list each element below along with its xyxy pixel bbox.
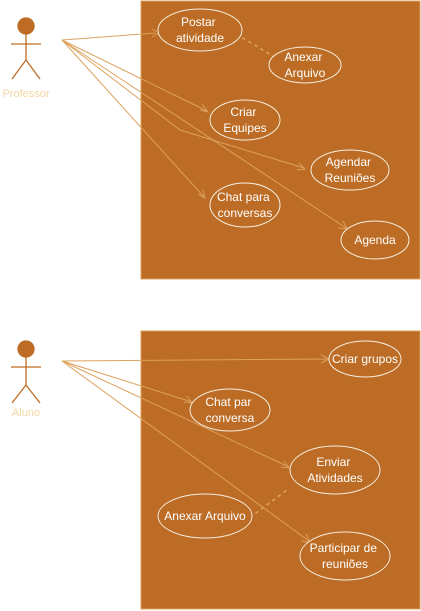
uc-enviar-atividades[interactable]: Enviar Atividades: [289, 445, 381, 495]
svg-text:Chat par conversa: Chat par conversa: [205, 395, 254, 425]
assoc-chat: [61, 39, 205, 198]
svg-text:Postar atividade: Postar atividade: [176, 15, 224, 45]
uc-chat-par-conversa[interactable]: Chat par conversa: [189, 388, 271, 432]
professor-actor[interactable]: [11, 17, 41, 80]
svg-text:Anexar Arquivo: Anexar Arquivo: [164, 509, 246, 523]
uc-anexar-arquivo-aluno[interactable]: Anexar Arquivo: [157, 493, 253, 539]
professor-actor-label: Professor: [2, 88, 49, 100]
svg-text:Anexar Arquivo: Anexar Arquivo: [284, 50, 325, 80]
svg-text:Criar grupos: Criar grupos: [332, 352, 398, 366]
assoc-postar: [61, 32, 157, 41]
uc-anexar-arquivo[interactable]: Anexar Arquivo: [268, 46, 342, 84]
uc-chat-para-conversas[interactable]: Chat para conversas: [209, 182, 281, 228]
uc-criar-equipes[interactable]: Criar Equipes: [209, 99, 281, 141]
aluno-diagram: Aluno Criar grupos Chat par conve: [11, 330, 421, 610]
svg-text:Participar de reuniões: Participar de reuniões: [310, 541, 381, 571]
professor-diagram: Professor Postar atividade: [2, 0, 421, 280]
aluno-include-dotted: [255, 489, 288, 514]
svg-text:Criar Equipes: Criar Equipes: [223, 105, 266, 135]
uc-agenda[interactable]: Agenda: [340, 220, 410, 260]
assoc-agenda: [61, 39, 347, 229]
aluno-actor-label: Aluno: [12, 407, 40, 419]
professor-include-dotted: [242, 37, 277, 59]
svg-text:Enviar Atividades: Enviar Atividades: [307, 455, 362, 485]
svg-text:Agendar Reuniões: Agendar Reuniões: [325, 155, 376, 185]
uc-agendar-reunioes[interactable]: Agendar Reuniões: [310, 149, 390, 191]
aluno-actor[interactable]: [11, 340, 41, 404]
uc-criar-grupos[interactable]: Criar grupos: [328, 340, 402, 378]
uc-participar-de-reunioes[interactable]: Participar de reuniões: [299, 531, 391, 581]
assoc-participar: [61, 360, 310, 542]
assoc-criar: [61, 39, 208, 112]
aluno-associations: [61, 358, 328, 542]
svg-text:Agenda: Agenda: [354, 233, 396, 247]
assoc-grupos: [61, 358, 328, 362]
assoc-chat: [61, 360, 193, 403]
assoc-enviar: [61, 360, 290, 468]
assoc-agendar: [61, 39, 305, 169]
professor-associations: [61, 32, 347, 229]
svg-text:Chat para conversas: Chat para conversas: [217, 190, 273, 220]
uc-postar-atividade[interactable]: Postar atividade: [157, 8, 243, 52]
